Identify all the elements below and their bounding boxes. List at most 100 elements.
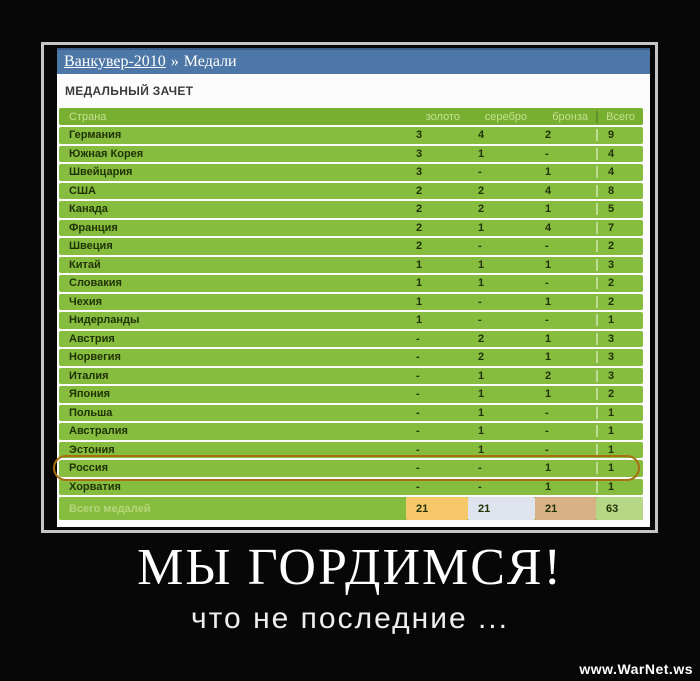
- bronze-cell: 2: [545, 129, 552, 142]
- total-cell: 1: [596, 425, 643, 438]
- total-cell: 3: [596, 369, 643, 382]
- breadcrumb-separator: »: [170, 53, 179, 70]
- page-title: МЕДАЛЬНЫЙ ЗАЧЕТ: [65, 84, 194, 98]
- bronze-cell: -: [545, 240, 549, 253]
- table-row: США 2 2 4 8: [59, 182, 643, 199]
- bronze-cell: 1: [545, 295, 552, 308]
- gold-cell: -: [416, 462, 420, 475]
- gold-cell: 1: [416, 277, 423, 290]
- gold-cell: 1: [416, 295, 423, 308]
- gold-cell: 2: [416, 203, 423, 216]
- footer-silver-total: 21: [468, 497, 535, 520]
- total-cell: 3: [596, 258, 643, 271]
- country-cell: Австралия: [69, 425, 128, 438]
- bronze-cell: 1: [545, 332, 552, 345]
- total-cell: 2: [596, 388, 643, 401]
- silver-cell: -: [478, 240, 482, 253]
- silver-cell: 2: [478, 184, 485, 197]
- country-cell: Канада: [69, 203, 108, 216]
- column-header-bronze: бронза: [552, 110, 588, 123]
- bronze-cell: 1: [545, 203, 552, 216]
- breadcrumb-current: Медали: [183, 53, 237, 70]
- total-cell: 2: [596, 295, 643, 308]
- silver-cell: -: [478, 166, 482, 179]
- bronze-cell: 2: [545, 369, 552, 382]
- gold-cell: 2: [416, 221, 423, 234]
- caption-subtitle: что не последние ...: [191, 602, 509, 635]
- gold-cell: -: [416, 406, 420, 419]
- country-cell: Хорватия: [69, 480, 121, 493]
- silver-cell: 2: [478, 203, 485, 216]
- bronze-cell: -: [545, 425, 549, 438]
- silver-cell: -: [478, 480, 482, 493]
- silver-cell: 1: [478, 147, 485, 160]
- table-row: Польша - 1 - 1: [59, 404, 643, 421]
- silver-cell: -: [478, 295, 482, 308]
- total-cell: 2: [596, 277, 643, 290]
- gold-cell: 2: [416, 240, 423, 253]
- total-cell: 3: [596, 332, 643, 345]
- table-row: Южная Корея 3 1 - 4: [59, 145, 643, 162]
- silver-cell: 1: [478, 388, 485, 401]
- country-cell: Франция: [69, 221, 118, 234]
- country-cell: Польша: [69, 406, 113, 419]
- bronze-cell: 1: [545, 166, 552, 179]
- webpage-screenshot: Ванкувер-2010» Медали МЕДАЛЬНЫЙ ЗАЧЕТ Стр…: [53, 48, 650, 527]
- gold-cell: -: [416, 388, 420, 401]
- silver-cell: -: [478, 462, 482, 475]
- table-row: Нидерланды 1 - - 1: [59, 312, 643, 329]
- footer-gold-total: 21: [406, 497, 468, 520]
- table-row: Франция 2 1 4 7: [59, 219, 643, 236]
- total-cell: 4: [596, 147, 643, 160]
- gold-cell: 1: [416, 258, 423, 271]
- total-cell: 4: [596, 166, 643, 179]
- footer-label: Всего медалей: [69, 502, 151, 515]
- bronze-cell: 1: [545, 351, 552, 364]
- caption-title: МЫ ГОРДИМСЯ!: [137, 539, 563, 596]
- column-header-country: Страна: [69, 110, 107, 123]
- country-cell: Эстония: [69, 443, 115, 456]
- watermark: www.WarNet.ws: [579, 661, 693, 677]
- breadcrumb: Ванкувер-2010» Медали: [57, 48, 650, 74]
- medal-table: Страна золото серебро бронза Всего Герма…: [59, 108, 643, 520]
- total-cell: 1: [596, 314, 643, 327]
- silver-cell: 1: [478, 221, 485, 234]
- bronze-cell: 4: [545, 221, 552, 234]
- bronze-cell: 1: [545, 258, 552, 271]
- gold-cell: -: [416, 351, 420, 364]
- silver-cell: 4: [478, 129, 485, 142]
- total-cell: 9: [596, 129, 643, 142]
- silver-cell: 1: [478, 443, 485, 456]
- country-cell: Россия: [69, 462, 109, 475]
- total-cell: 7: [596, 221, 643, 234]
- country-cell: Чехия: [69, 295, 102, 308]
- bronze-cell: -: [545, 314, 549, 327]
- gold-cell: -: [416, 443, 420, 456]
- table-row: Япония - 1 1 2: [59, 386, 643, 403]
- country-cell: Япония: [69, 388, 111, 401]
- total-cell: 1: [596, 443, 643, 456]
- country-cell: Норвегия: [69, 351, 121, 364]
- silver-cell: 1: [478, 258, 485, 271]
- gold-cell: -: [416, 369, 420, 382]
- bronze-cell: -: [545, 406, 549, 419]
- breadcrumb-link-vancouver[interactable]: Ванкувер-2010: [64, 53, 166, 70]
- gold-cell: -: [416, 480, 420, 493]
- bronze-cell: 1: [545, 462, 552, 475]
- gold-cell: 1: [416, 314, 423, 327]
- country-cell: Германия: [69, 129, 122, 142]
- silver-cell: 1: [478, 369, 485, 382]
- footer-grand-total: 63: [596, 497, 643, 520]
- silver-cell: 1: [478, 425, 485, 438]
- footer-bronze-total: 21: [535, 497, 596, 520]
- total-cell: 1: [596, 480, 643, 493]
- gold-cell: 2: [416, 184, 423, 197]
- gold-cell: -: [416, 425, 420, 438]
- table-row: Германия 3 4 2 9: [59, 127, 643, 144]
- country-cell: США: [69, 184, 96, 197]
- country-cell: Словакия: [69, 277, 122, 290]
- silver-cell: 1: [478, 277, 485, 290]
- table-row: Швейцария 3 - 1 4: [59, 164, 643, 181]
- table-row: Словакия 1 1 - 2: [59, 275, 643, 292]
- table-row: Канада 2 2 1 5: [59, 201, 643, 218]
